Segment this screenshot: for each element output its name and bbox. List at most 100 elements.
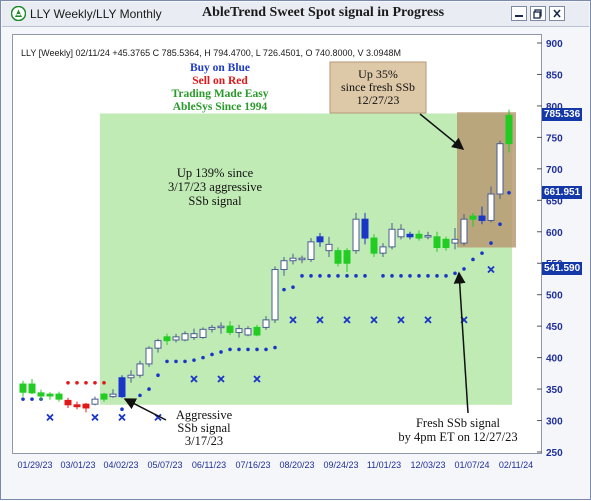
close-icon[interactable] [549,6,565,21]
candle-body [127,374,135,379]
y-axis-tick-label: 350 [546,385,563,396]
candle-body [163,336,171,342]
up35-annotation-text: since fresh SSb [341,80,415,94]
stop-price-tag: 541.590 [542,261,583,275]
candle-body [316,236,324,243]
stop-dot [102,380,106,385]
candle-body [415,233,423,239]
title-bar[interactable]: LLY Weekly/LLY Monthly AbleTrend Sweet S… [2,2,589,27]
restore-icon[interactable] [530,6,546,21]
candle-body [397,228,405,238]
x-axis-tick-label: 07/16/23 [235,460,270,470]
candle-body [136,363,144,376]
candle-body [118,377,126,398]
y-axis-tick-label: 250 [546,448,563,459]
fresh-annotation-text: by 4pm ET on 12/27/23 [398,430,517,444]
x-marker [91,413,99,422]
chart-heading: AbleTrend Sweet Spot signal in Progress [202,5,445,20]
candle-body [190,333,198,338]
candle-body [442,238,450,249]
aggressive-annotation-text: 3/17/23 [185,434,223,448]
candle-body [100,393,108,400]
up139-annotation-text: SSb signal [188,194,242,208]
stop-dot [282,287,286,292]
stop-dot [462,267,466,271]
legend-line: Sell on Red [192,75,248,87]
stop-dot [264,347,268,352]
stop-dot [417,274,421,278]
stop-dot [300,274,304,278]
candle-body [487,193,495,221]
candle-body [235,328,243,333]
y-axis-tick-label: 600 [546,228,563,239]
candle-body [469,215,477,220]
stop-dot [363,274,367,278]
mid-price-tag: 661.951 [542,185,583,199]
x-axis-tick-label: 01/29/23 [17,460,52,470]
stop-dot [336,274,340,278]
candle-body [280,260,288,271]
candle-body [199,328,207,338]
y-axis-tick-label: 450 [546,322,563,333]
x-marker [190,375,198,383]
minimize-icon[interactable] [511,6,527,21]
y-axis-tick-label: 750 [546,133,563,144]
stop-dot [453,271,457,276]
x-marker [343,316,351,324]
candle-body [37,392,45,397]
stop-dot [480,251,484,255]
candle-body [19,383,27,393]
x-marker [118,413,126,422]
stop-dot [498,222,502,227]
stop-dot [273,345,277,350]
x-axis-tick-label: 08/20/23 [279,460,314,470]
candle-body [406,233,414,238]
stop-dot [30,397,34,401]
stop-dot [291,285,295,289]
y-axis-tick-label: 400 [546,354,563,365]
candle-body [145,347,153,365]
stop-dot [507,190,511,195]
candle-body [253,326,261,336]
stop-dot [201,355,205,360]
legend-line: AbleSys Since 1994 [173,101,268,113]
x-axis-tick-label: 03/01/23 [60,460,95,470]
candle-body [496,143,504,195]
stop-dot [156,373,160,378]
candle-body [289,257,297,262]
close-price-tag: 785.536 [542,108,583,122]
aggressive-annotation-text: SSb signal [177,421,231,435]
stop-dot [309,274,313,278]
y-axis-tick-label: 700 [546,165,563,176]
stop-dot [237,347,241,352]
candle-body [262,319,270,328]
candle-body [46,393,54,397]
aggressive-annotation-text: Aggressive [176,408,233,422]
candle-body [172,336,180,341]
candle-body [379,246,387,254]
stop-dot [192,358,196,362]
stop-dot [219,350,223,354]
fresh-annotation-text: Fresh SSb signal [416,416,501,430]
stop-dot [327,274,331,278]
candle-body [64,399,72,406]
stop-dot [75,380,79,385]
app-logo-icon [11,6,26,21]
candle-body [271,269,279,321]
x-axis-tick-label: 04/02/23 [103,460,138,470]
stop-dot [381,274,385,278]
y-axis-tick-label: 800 [546,102,563,113]
candle-body [154,340,162,349]
stop-dot [174,359,178,364]
stop-dot [228,347,232,352]
stop-dot [399,274,403,278]
stop-dot [183,359,187,364]
stop-dot [345,274,349,278]
y-axis-tick-label: 500 [546,291,563,302]
candle-body [82,403,90,409]
x-marker [46,413,54,422]
candle-body [388,228,396,248]
candle-body [307,241,315,260]
stop-dot [66,380,70,385]
